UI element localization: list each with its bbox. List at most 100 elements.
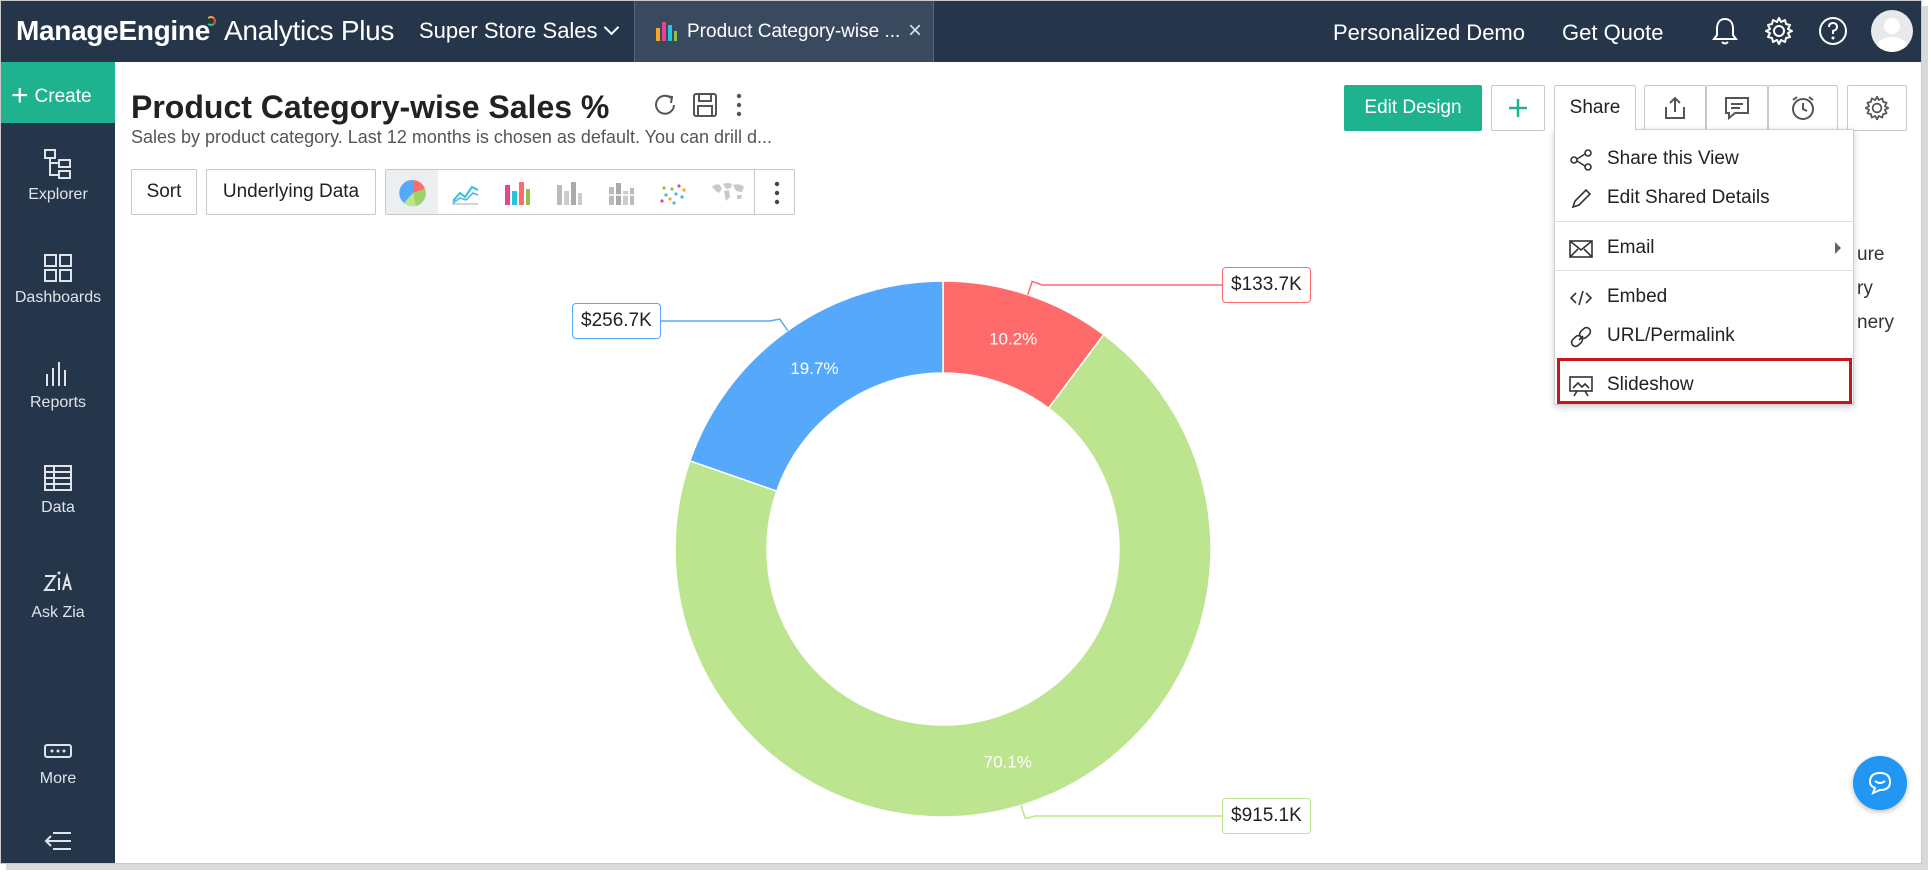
- workspace-selector[interactable]: Super Store Sales: [419, 18, 619, 44]
- stacked-bar-icon: [609, 183, 634, 205]
- brand-product: Analytics Plus: [224, 15, 395, 46]
- leader-line: [1020, 805, 1222, 820]
- export-button[interactable]: [1644, 85, 1706, 131]
- submenu-arrow-icon: [1835, 242, 1841, 254]
- menu-item-label: Edit Shared Details: [1607, 187, 1770, 208]
- user-icon: [1876, 18, 1908, 52]
- chevron-down-icon: [603, 19, 619, 36]
- personalized-demo-link[interactable]: Personalized Demo: [1333, 20, 1525, 45]
- line-chart-option[interactable]: [438, 170, 490, 214]
- chat-button[interactable]: [1853, 756, 1907, 810]
- sidebar-item-more[interactable]: More: [1, 740, 115, 830]
- zia-icon: [43, 571, 72, 591]
- bar-chart-icon: [656, 22, 677, 41]
- brand-name: ManageEngine: [16, 15, 210, 46]
- sidebar-item-label: Explorer: [28, 186, 88, 203]
- sidebar-item-reports[interactable]: Reports: [1, 358, 115, 448]
- sidebar-item-data[interactable]: Data: [1, 463, 115, 553]
- pie-chart-option[interactable]: [386, 170, 438, 214]
- donut-chart: 10.2% 70.1% 19.7%: [661, 280, 1222, 820]
- code-icon: [1569, 290, 1593, 306]
- grey-bar-chart-option[interactable]: [542, 170, 594, 214]
- schedule-button[interactable]: [1768, 85, 1838, 131]
- more-vertical-icon[interactable]: [764, 179, 790, 207]
- get-quote-link[interactable]: Get Quote: [1562, 20, 1664, 45]
- column-chart-icon: [557, 182, 582, 205]
- sidebar-item-ask-zia[interactable]: Ask Zia: [1, 568, 115, 658]
- sidebar-item-label: Dashboards: [14, 289, 102, 306]
- sort-button[interactable]: Sort: [131, 169, 197, 215]
- top-bar: ManageEngine Analytics Plus Super Store S…: [1, 1, 1921, 62]
- plus-icon: [1509, 99, 1527, 117]
- sidebar-item-label: More: [39, 770, 77, 787]
- settings-button[interactable]: [1847, 85, 1907, 131]
- percent-label: 70.1%: [984, 752, 1032, 771]
- share-button[interactable]: Share: [1554, 85, 1636, 131]
- slideshow-icon: [1569, 376, 1593, 397]
- menu-item-url-permalink[interactable]: URL/Permalink: [1555, 317, 1853, 355]
- export-icon: [1665, 96, 1685, 119]
- share-icon: [1570, 149, 1592, 171]
- menu-item-label: Slideshow: [1607, 374, 1694, 395]
- sidebar-item-label: Ask Zia: [31, 604, 85, 621]
- menu-item-share-this-view[interactable]: Share this View: [1555, 140, 1853, 178]
- menu-item-edit-shared-details[interactable]: Edit Shared Details: [1555, 179, 1853, 217]
- leader-line: [1027, 280, 1222, 295]
- alarm-clock-icon: [1792, 96, 1814, 120]
- help-icon[interactable]: [1817, 15, 1849, 47]
- comments-button[interactable]: [1706, 85, 1768, 131]
- legend-item[interactable]: ure: [1857, 244, 1885, 265]
- legend-item[interactable]: ry: [1857, 278, 1873, 299]
- slideshow-highlight: [1557, 358, 1852, 404]
- donut-slice[interactable]: [688, 280, 944, 493]
- more-icon: [44, 744, 72, 758]
- workspace-name: Super Store Sales: [419, 18, 598, 43]
- explorer-icon: [44, 149, 71, 179]
- underlying-data-button[interactable]: Underlying Data: [206, 169, 376, 215]
- email-icon: [1569, 240, 1593, 258]
- reports-icon: [46, 362, 66, 386]
- more-vertical-icon[interactable]: [727, 91, 755, 119]
- map-chart-option[interactable]: [698, 170, 750, 214]
- menu-item-slideshow[interactable]: Slideshow: [1555, 366, 1853, 404]
- stacked-bar-option[interactable]: [594, 170, 646, 214]
- collapse-sidebar-icon[interactable]: [43, 830, 73, 852]
- percent-label: 10.2%: [989, 329, 1037, 348]
- chat-icon: [1868, 771, 1892, 795]
- sidebar-item-label: Data: [41, 499, 75, 516]
- scatter-chart-option[interactable]: [646, 170, 698, 214]
- pie-chart-icon: [399, 179, 426, 207]
- add-button[interactable]: [1491, 85, 1545, 131]
- menu-item-label: Share this View: [1607, 148, 1739, 169]
- data-label-callout: $256.7K: [572, 303, 661, 339]
- create-button[interactable]: + Create: [1, 62, 115, 123]
- sidebar-item-label: Reports: [29, 394, 87, 411]
- scatter-chart-icon: [660, 184, 686, 205]
- create-label: Create: [34, 86, 92, 107]
- sidebar-item-dashboards[interactable]: Dashboards: [1, 253, 115, 343]
- edit-design-button[interactable]: Edit Design: [1344, 85, 1482, 131]
- refresh-icon[interactable]: [651, 91, 679, 119]
- gear-icon: [1864, 95, 1890, 121]
- sidebar: + Create Explorer Dashboards Repor: [1, 62, 115, 863]
- bell-icon[interactable]: [1709, 15, 1741, 47]
- bar-chart-option[interactable]: [490, 170, 542, 214]
- bar-chart-icon: [505, 182, 530, 205]
- gear-icon[interactable]: [1763, 15, 1795, 47]
- chart-type-switcher: [385, 169, 795, 215]
- tab-label: Product Category-wise ...: [687, 21, 901, 42]
- menu-item-email[interactable]: Email: [1555, 229, 1853, 267]
- menu-item-label: Email: [1607, 237, 1655, 258]
- avatar[interactable]: [1871, 10, 1913, 52]
- plus-icon: +: [11, 79, 29, 112]
- save-icon[interactable]: [691, 91, 719, 119]
- line-chart-icon: [452, 185, 479, 205]
- legend-item[interactable]: nery: [1857, 312, 1894, 333]
- donut-slice[interactable]: [674, 333, 1212, 818]
- menu-item-embed[interactable]: Embed: [1555, 278, 1853, 316]
- brand-logo[interactable]: ManageEngine Analytics Plus: [16, 15, 394, 47]
- close-icon[interactable]: ×: [907, 17, 922, 44]
- sidebar-item-explorer[interactable]: Explorer: [1, 148, 115, 238]
- tab-report[interactable]: Product Category-wise ... ×: [634, 1, 934, 62]
